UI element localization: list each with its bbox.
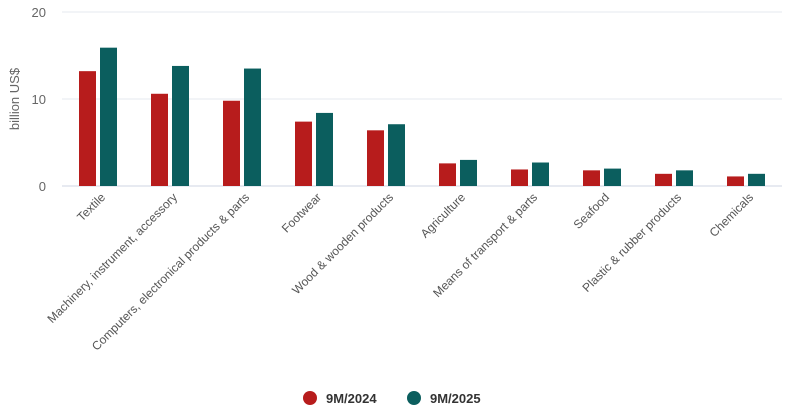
y-tick-label: 10 [32,92,46,107]
y-axis-ticks: 0 10 20 [32,5,46,194]
bar-series1[interactable] [151,93,168,186]
bar-series2[interactable] [100,47,117,186]
x-category-label: Agriculture [418,190,469,241]
bar-series1[interactable] [727,176,744,186]
y-tick-label: 0 [39,179,46,194]
bars [79,47,765,186]
bar-series2[interactable] [460,159,477,186]
x-category-label: Footwear [279,190,324,235]
x-category-label: Chemicals [707,190,757,240]
legend-marker[interactable] [407,391,421,405]
bar-series1[interactable] [583,170,600,186]
bar-series1[interactable] [223,100,240,186]
x-category-label: Computers, electronical products & parts [89,190,252,353]
bar-series1[interactable] [367,130,384,186]
x-category-label: Machinery, instrument, accessory [44,190,180,326]
x-category-label: Seafood [571,190,613,232]
bar-series2[interactable] [604,168,621,186]
y-tick-label: 20 [32,5,46,20]
legend-marker[interactable] [303,391,317,405]
bar-series2[interactable] [676,170,693,186]
bar-series2[interactable] [748,173,765,186]
legend-label[interactable]: 9M/2024 [326,391,377,406]
bar-series1[interactable] [295,121,312,186]
bar-series1[interactable] [79,71,96,186]
legend: 9M/2024 9M/2025 [303,391,481,406]
bar-series2[interactable] [172,65,189,186]
gridlines [62,11,782,187]
bar-series2[interactable] [532,162,549,186]
bar-series1[interactable] [655,173,672,186]
bar-series2[interactable] [244,68,261,186]
bar-series1[interactable] [511,169,528,186]
bar-series1[interactable] [439,163,456,186]
legend-label[interactable]: 9M/2025 [430,391,481,406]
x-category-label: Textile [74,190,108,224]
y-axis-title: billion US$ [7,67,22,130]
bar-series2[interactable] [316,112,333,186]
bar-series2[interactable] [388,124,405,186]
